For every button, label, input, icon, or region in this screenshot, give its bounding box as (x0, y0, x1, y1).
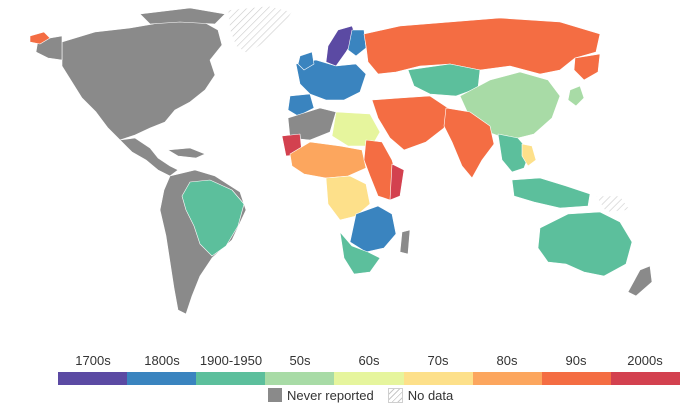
region-finland (347, 29, 367, 57)
legend-swatch-90s (541, 372, 611, 385)
region-australia (537, 211, 633, 277)
no-data-swatch (387, 387, 403, 403)
region-uk (297, 51, 315, 71)
legend-labels: 1700s 1800s 1900-1950 50s 60s 70s 80s 90… (0, 353, 700, 369)
region-india (443, 107, 495, 179)
legend-color-bar (58, 372, 680, 385)
region-madagascar (399, 229, 411, 255)
region-north-america (61, 19, 223, 141)
region-indonesia (511, 177, 591, 209)
region-far-east (573, 53, 601, 81)
legend-label-80s: 80s (496, 353, 518, 368)
region-russia (363, 17, 601, 75)
legend-swatch-70s (403, 372, 473, 385)
region-canada-islands (139, 7, 226, 25)
region-papua (595, 195, 631, 213)
region-southern-africa (349, 205, 397, 253)
region-west-africa (289, 141, 367, 179)
legend-label-90s: 90s (565, 353, 587, 368)
region-somalia (389, 163, 405, 201)
region-south-africa (339, 231, 381, 275)
legend-swatch-80s (472, 372, 542, 385)
legend-swatch-1900-1950 (196, 372, 266, 385)
region-indochina-70s (521, 143, 537, 167)
no-data-label: No data (407, 387, 454, 403)
region-greenland (227, 5, 293, 55)
legend-swatch-1800s (127, 372, 197, 385)
region-middle-east (371, 95, 449, 151)
legend-swatch-2000s (610, 372, 680, 385)
region-brazil (181, 179, 245, 257)
legend-swatch-60s (334, 372, 404, 385)
legend-no-data: No data (387, 387, 454, 403)
legend-label-1900-1950: 1900-1950 (199, 353, 263, 368)
never-reported-swatch (268, 388, 282, 402)
region-korea-japan (567, 85, 585, 107)
legend-label-1800s: 1800s (144, 353, 180, 368)
legend-label-60s: 60s (358, 353, 380, 368)
legend-label-70s: 70s (427, 353, 449, 368)
region-southeast-asia (497, 133, 531, 173)
legend-swatch-50s (265, 372, 335, 385)
legend-swatch-1700s (58, 372, 128, 385)
legend-label-50s: 50s (289, 353, 311, 368)
region-caribbean (167, 147, 206, 159)
never-reported-label: Never reported (287, 387, 374, 403)
region-iberia (287, 93, 315, 117)
region-new-zealand (627, 265, 653, 297)
legend-never-reported: Never reported (268, 388, 374, 403)
region-western-europe (295, 59, 367, 101)
region-iceland (29, 31, 51, 45)
region-central-africa (325, 175, 371, 221)
world-map (29, 5, 653, 315)
legend-label-2000s: 2000s (627, 353, 663, 368)
legend-extra: Never reported No data (268, 387, 467, 403)
legend-label-1700s: 1700s (75, 353, 111, 368)
region-central-america (119, 137, 179, 177)
